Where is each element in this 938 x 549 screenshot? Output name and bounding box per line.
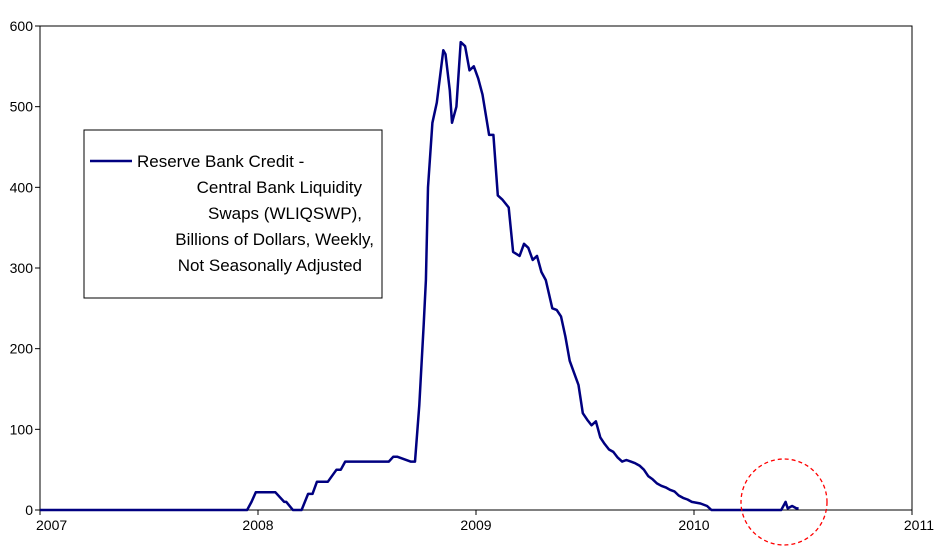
y-tick-label: 400 bbox=[10, 179, 34, 195]
y-tick-label: 600 bbox=[10, 18, 34, 34]
x-tick-label: 2008 bbox=[242, 517, 273, 533]
x-tick-label: 2011 bbox=[904, 517, 934, 533]
legend-entry-line-1: Reserve Bank Credit - bbox=[137, 152, 304, 171]
x-axis: 2007 2008 2009 2010 2011 bbox=[36, 510, 934, 533]
annotation-circle bbox=[740, 458, 828, 546]
y-tick-label: 0 bbox=[25, 502, 33, 518]
y-tick-label: 200 bbox=[10, 341, 34, 357]
legend-entry-line-5: Not Seasonally Adjusted bbox=[178, 256, 362, 275]
y-tick-label: 500 bbox=[10, 99, 34, 115]
series-line-wliqswp bbox=[40, 40, 799, 512]
x-tick-label: 2010 bbox=[678, 517, 709, 533]
x-tick-label: 2009 bbox=[460, 517, 491, 533]
legend-entry-line-4: Billions of Dollars, Weekly, bbox=[175, 230, 374, 249]
legend: Reserve Bank Credit - Central Bank Liqui… bbox=[83, 129, 383, 299]
legend-entry-line-2: Central Bank Liquidity bbox=[197, 178, 363, 197]
y-tick-label: 100 bbox=[10, 421, 34, 437]
y-tick-label: 300 bbox=[10, 260, 34, 276]
legend-box bbox=[83, 129, 383, 299]
y-axis: 0 100 200 300 400 500 600 bbox=[10, 18, 40, 518]
legend-entry-line-3: Swaps (WLIQSWP), bbox=[208, 204, 362, 223]
x-tick-label: 2007 bbox=[36, 517, 67, 533]
